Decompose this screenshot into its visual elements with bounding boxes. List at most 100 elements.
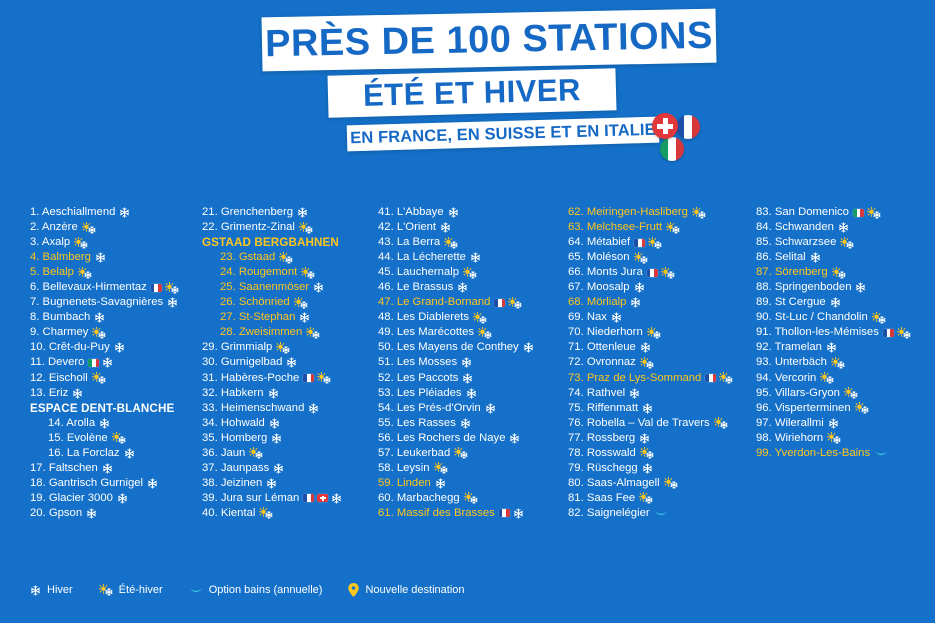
station-entry[interactable]: 89. St Cergue [756,295,935,310]
station-entry[interactable]: 20. Gpson [30,506,188,521]
station-entry[interactable]: 76. Robella – Val de Travers [568,416,746,431]
station-entry[interactable]: 19. Glacier 3000 [30,491,188,506]
station-entry[interactable]: 27. St-Stephan [202,310,370,325]
station-entry[interactable]: 84. Schwanden [756,220,935,235]
station-entry[interactable]: 99. Yverdon-Les-Bains [756,446,935,461]
station-entry[interactable]: 86. Selital [756,250,935,265]
station-entry[interactable]: 18. Gantrisch Gurnigel [30,476,188,491]
station-entry[interactable]: 47. Le Grand-Bornand [378,295,560,310]
station-entry[interactable]: 38. Jeizinen [202,476,370,491]
station-entry[interactable]: 68. Mörlialp [568,295,746,310]
station-entry[interactable]: 67. Moosalp [568,280,746,295]
station-entry[interactable]: 74. Rathvel [568,386,746,401]
station-entry[interactable]: 69. Nax [568,310,746,325]
station-entry[interactable]: 78. Rosswald [568,446,746,461]
station-entry[interactable]: 26. Schönried [202,295,370,310]
station-entry-label: 97. Wilerallmi [756,416,824,429]
station-entry[interactable]: 48. Les Diablerets [378,310,560,325]
station-entry[interactable]: 97. Wilerallmi [756,416,935,431]
station-entry[interactable]: 16. La Forclaz [30,446,188,461]
station-entry[interactable]: 21. Grenchenberg [202,205,370,220]
station-entry[interactable]: 37. Jaunpass [202,461,370,476]
station-entry[interactable]: 12. Eischoll [30,371,188,386]
station-entry[interactable]: 55. Les Rasses [378,416,560,431]
station-entry[interactable]: 41. L'Abbaye [378,205,560,220]
station-entry[interactable]: 75. Riffenmatt [568,401,746,416]
station-entry[interactable]: 60. Marbachegg [378,491,560,506]
station-entry[interactable]: 29. Grimmialp [202,340,370,355]
station-entry[interactable]: 90. St-Luc / Chandolin [756,310,935,325]
station-entry[interactable]: 83. San Domenico [756,205,935,220]
station-entry[interactable]: 10. Crêt-du-Puy [30,340,188,355]
station-entry[interactable]: 15. Evolène [30,431,188,446]
station-entry[interactable]: 70. Niederhorn [568,325,746,340]
station-entry[interactable]: 63. Melchsee-Frutt [568,220,746,235]
station-entry[interactable]: 23. Gstaad [202,250,370,265]
station-entry[interactable]: 72. Ovronnaz [568,355,746,370]
station-entry[interactable]: 85. Schwarzsee [756,235,935,250]
station-entry[interactable]: 31. Habères-Poche [202,371,370,386]
station-entry[interactable]: 44. La Lécherette [378,250,560,265]
station-entry[interactable]: 13. Eriz [30,386,188,401]
station-entry[interactable]: 59. Linden [378,476,560,491]
station-entry[interactable]: 96. Visperterminen [756,401,935,416]
station-entry[interactable]: 58. Leysin [378,461,560,476]
station-entry[interactable]: 94. Vercorin [756,371,935,386]
station-entry[interactable]: 40. Kiental [202,506,370,521]
station-entry[interactable]: 32. Habkern [202,386,370,401]
station-entry[interactable]: 87. Sörenberg [756,265,935,280]
station-entry[interactable]: 61. Massif des Brasses [378,506,560,521]
station-entry[interactable]: 33. Heimenschwand [202,401,370,416]
station-entry[interactable]: 92. Tramelan [756,340,935,355]
station-entry[interactable]: 45. Lauchernalp [378,265,560,280]
station-entry[interactable]: 3. Axalp [30,235,188,250]
station-entry[interactable]: 36. Jaun [202,446,370,461]
station-entry[interactable]: 4. Balmberg [30,250,188,265]
station-entry[interactable]: 53. Les Pléiades [378,386,560,401]
station-entry[interactable]: 14. Arolla [30,416,188,431]
station-entry[interactable]: 54. Les Prés-d'Orvin [378,401,560,416]
station-entry[interactable]: 64. Métabief [568,235,746,250]
station-entry[interactable]: 17. Faltschen [30,461,188,476]
station-entry[interactable]: 39. Jura sur Léman [202,491,370,506]
station-entry[interactable]: 65. Moléson [568,250,746,265]
station-entry[interactable]: 71. Ottenleue [568,340,746,355]
station-entry[interactable]: 80. Saas-Almagell [568,476,746,491]
station-entry[interactable]: 9. Charmey [30,325,188,340]
station-entry[interactable]: 49. Les Marécottes [378,325,560,340]
station-entry[interactable]: 6. Bellevaux-Hirmentaz [30,280,188,295]
station-entry[interactable]: 30. Gurnigelbad [202,355,370,370]
station-entry[interactable]: 88. Springenboden [756,280,935,295]
station-entry[interactable]: 57. Leukerbad [378,446,560,461]
station-entry[interactable]: 35. Homberg [202,431,370,446]
station-entry[interactable]: 66. Monts Jura [568,265,746,280]
station-entry[interactable]: 25. Saanenmöser [202,280,370,295]
station-entry[interactable]: 73. Praz de Lys-Sommand [568,371,746,386]
station-entry[interactable]: 93. Unterbäch [756,355,935,370]
station-entry[interactable]: 79. Rüschegg [568,461,746,476]
station-entry[interactable]: 1. Aeschiallmend [30,205,188,220]
station-entry[interactable]: 81. Saas Fee [568,491,746,506]
station-entry[interactable]: 22. Grimentz-Zinal [202,220,370,235]
station-entry[interactable]: 8. Bumbach [30,310,188,325]
station-entry[interactable]: 7. Bugnenets-Savagnières [30,295,188,310]
station-entry[interactable]: 95. Villars-Gryon [756,386,935,401]
station-entry[interactable]: 82. Saignelégier [568,506,746,521]
station-entry[interactable]: 34. Hohwald [202,416,370,431]
station-entry[interactable]: 5. Belalp [30,265,188,280]
station-entry[interactable]: 77. Rossberg [568,431,746,446]
station-entry[interactable]: 11. Devero [30,355,188,370]
station-entry[interactable]: 56. Les Rochers de Naye [378,431,560,446]
station-entry[interactable]: 50. Les Mayens de Conthey [378,340,560,355]
station-entry[interactable]: 28. Zweisimmen [202,325,370,340]
station-entry[interactable]: 98. Wiriehorn [756,431,935,446]
station-entry[interactable]: 46. Le Brassus [378,280,560,295]
station-entry[interactable]: 62. Meiringen-Hasliberg [568,205,746,220]
station-entry[interactable]: 2. Anzère [30,220,188,235]
station-entry[interactable]: 52. Les Paccots [378,371,560,386]
station-entry[interactable]: 42. L'Orient [378,220,560,235]
station-entry[interactable]: 43. La Berra [378,235,560,250]
station-entry[interactable]: 91. Thollon-les-Mémises [756,325,935,340]
station-entry[interactable]: 24. Rougemont [202,265,370,280]
station-entry[interactable]: 51. Les Mosses [378,355,560,370]
